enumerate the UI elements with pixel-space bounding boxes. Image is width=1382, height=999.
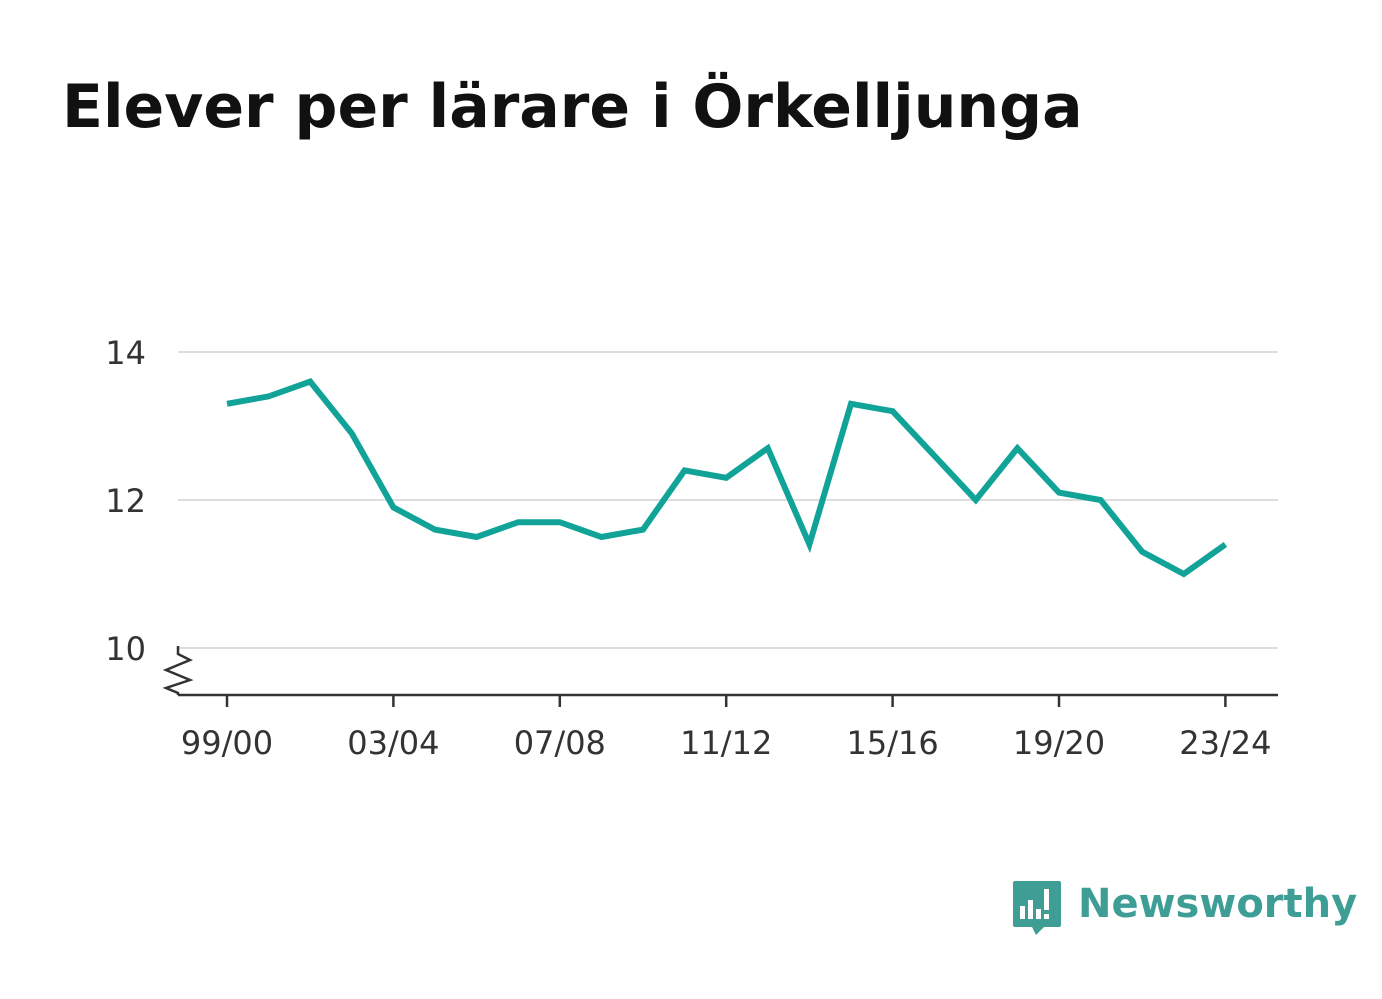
chart-title: Elever per lärare i Örkelljunga (62, 72, 1083, 142)
x-tick-label-07/08: 07/08 (514, 724, 606, 762)
y-axis-ticks: 10 12 14 (105, 334, 146, 668)
newsworthy-logo: Newsworthy (1010, 876, 1357, 940)
series-group (226, 378, 1228, 578)
y-tick-label-10: 10 (105, 630, 146, 668)
bar-chart-speech-bubble-icon (1013, 881, 1061, 935)
y-tick-label-12: 12 (105, 482, 146, 520)
y-axis-break (162, 646, 194, 695)
x-tick-label-23/24: 23/24 (1179, 724, 1271, 762)
x-axis-ticks: 99/00 03/04 07/08 11/12 15/16 19/20 23/24 (181, 695, 1272, 762)
x-tick-label-15/16: 15/16 (846, 724, 938, 762)
gridlines (178, 351, 1278, 649)
series-line-0 (226, 378, 1228, 578)
brand-name: Newsworthy (1078, 881, 1358, 927)
x-tick-label-99/00: 99/00 (181, 724, 273, 762)
x-axis (162, 646, 1278, 697)
x-tick-label-03/04: 03/04 (347, 724, 439, 762)
x-tick-label-11/12: 11/12 (680, 724, 772, 762)
y-tick-label-14: 14 (105, 334, 146, 372)
x-tick-label-19/20: 19/20 (1013, 724, 1105, 762)
